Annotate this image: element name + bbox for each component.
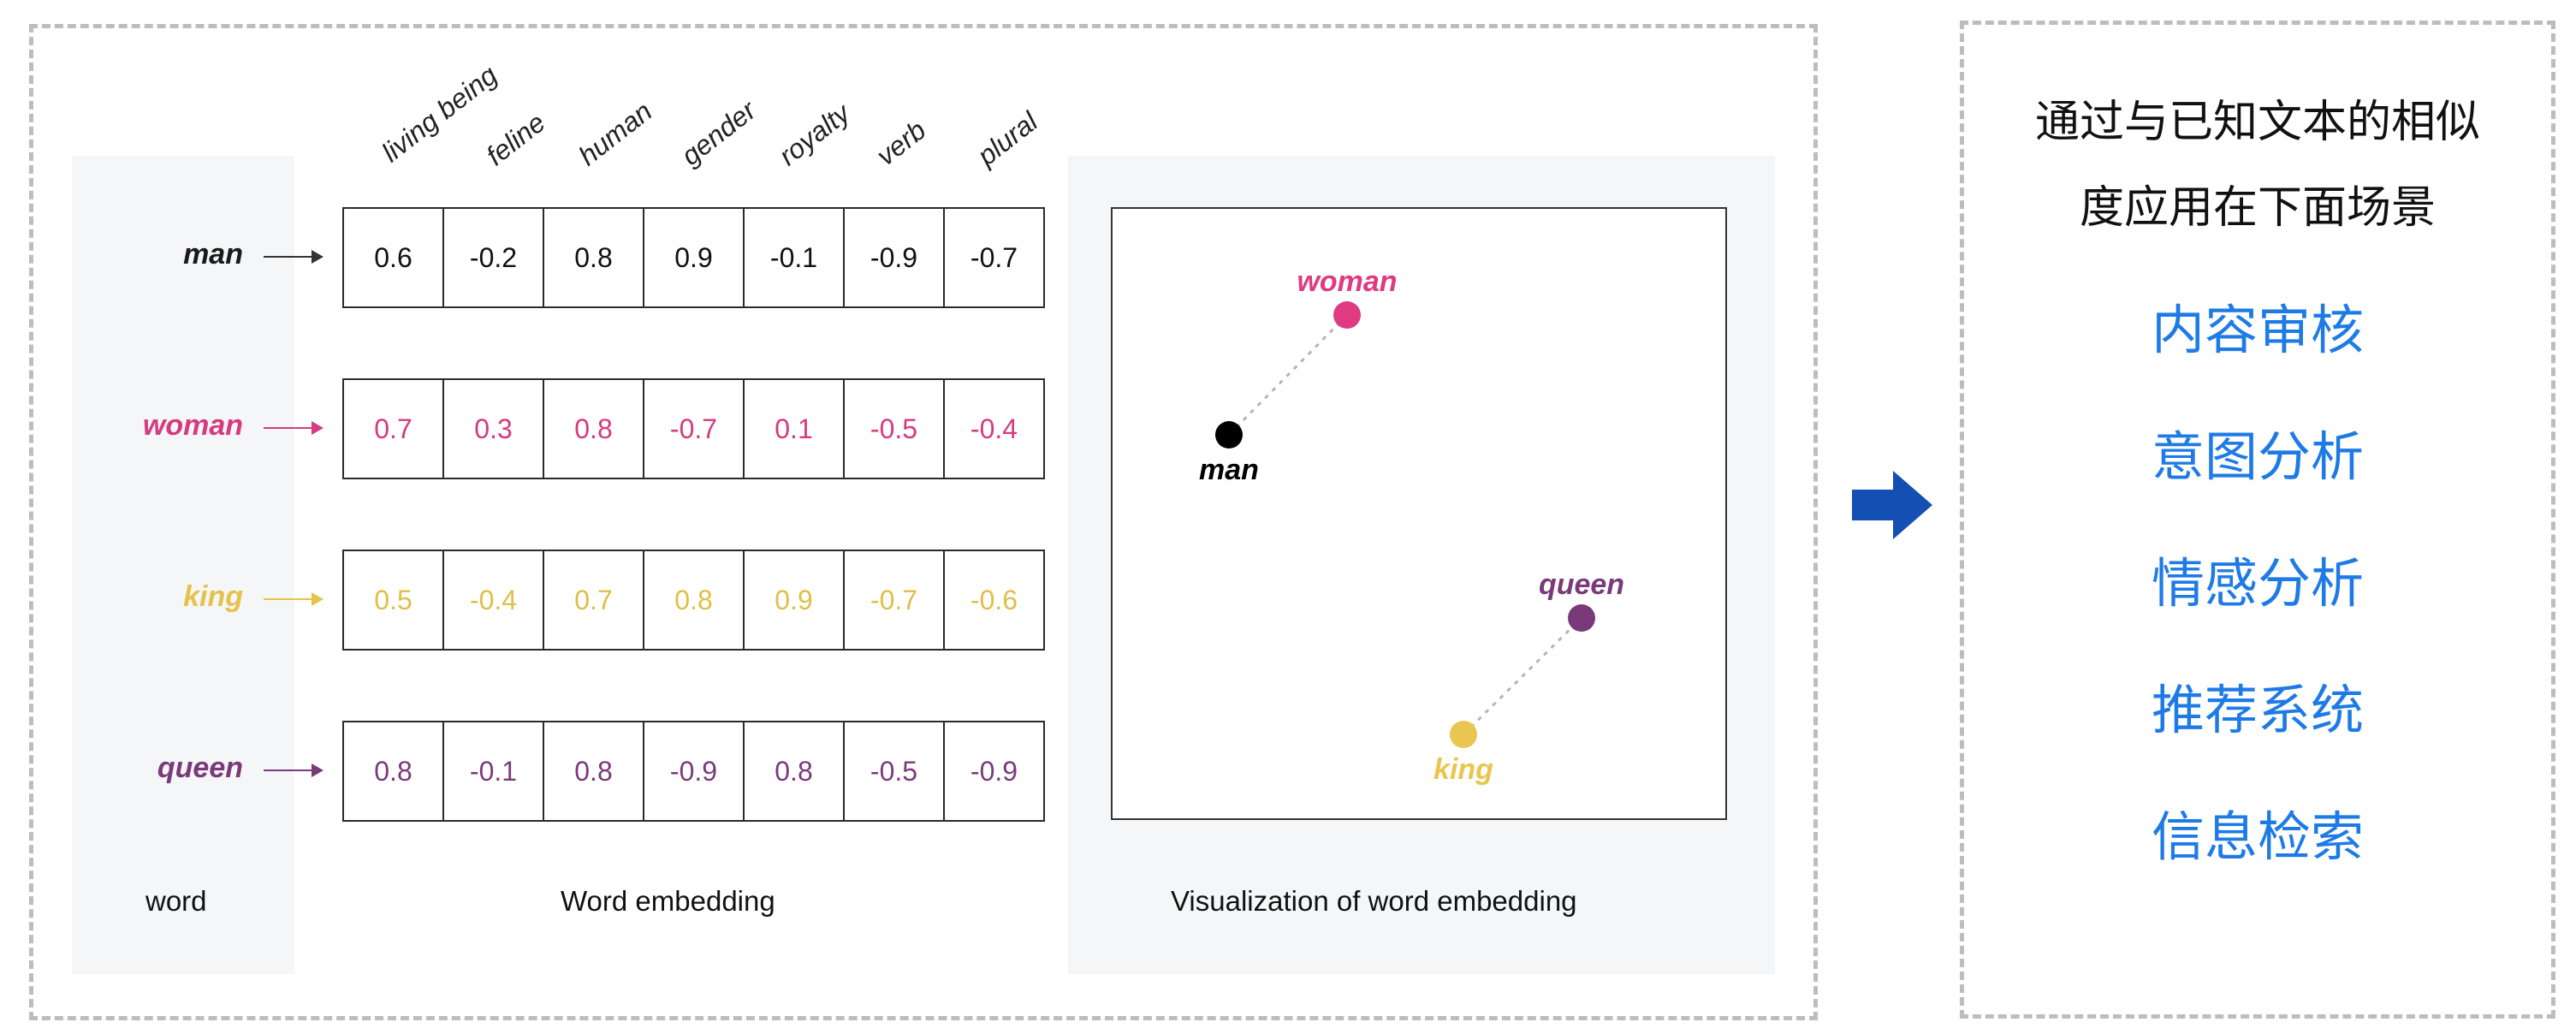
embedding-cell: -0.4 <box>442 550 544 651</box>
embedding-cell: -0.7 <box>643 378 745 479</box>
embedding-cell: -0.7 <box>943 207 1045 308</box>
application-item: 内容审核 <box>2151 301 2364 360</box>
embedding-cell: 0.8 <box>743 721 845 822</box>
embedding-plot-svg: woman man queen king <box>1199 265 1624 786</box>
embedding-caption: Word embedding <box>561 885 775 917</box>
embedding-cell: 0.3 <box>442 378 544 479</box>
row-word-label: queen <box>157 752 243 784</box>
plot-connector <box>1227 313 1349 437</box>
plot-point-label: woman <box>1297 265 1397 298</box>
embedding-cell: 0.7 <box>543 550 644 651</box>
embedding-cell: -0.6 <box>943 550 1045 651</box>
embedding-plot: woman man queen king <box>1111 207 1727 820</box>
embedding-cell: -0.5 <box>843 378 945 479</box>
embedding-cell: 0.8 <box>342 721 444 822</box>
row-arrow <box>264 764 323 777</box>
embedding-cell: -0.5 <box>843 721 945 822</box>
application-item: 意图分析 <box>2151 428 2364 487</box>
embedding-vector: 0.5 -0.4 0.7 0.8 0.9 -0.7 -0.6 <box>342 550 1045 651</box>
embedding-cell: -0.1 <box>743 207 845 308</box>
embedding-vector: 0.6 -0.2 0.8 0.9 -0.1 -0.9 -0.7 <box>342 207 1045 308</box>
applications-title-line2: 度应用在下面场景 <box>2079 183 2436 233</box>
plot-point-label: king <box>1433 753 1493 786</box>
row-word-label: king <box>183 580 243 613</box>
embedding-cell: 0.8 <box>643 550 745 651</box>
embedding-cell: 0.8 <box>543 721 644 822</box>
plot-point <box>1568 604 1595 632</box>
embedding-cell: -0.2 <box>442 207 544 308</box>
embedding-cell: 0.8 <box>543 207 644 308</box>
embedding-cell: 0.1 <box>743 378 845 479</box>
embedding-vector: 0.8 -0.1 0.8 -0.9 0.8 -0.5 -0.9 <box>342 721 1045 822</box>
application-item: 情感分析 <box>2151 555 2364 614</box>
row-word-label: woman <box>142 409 243 442</box>
application-item: 信息检索 <box>2151 808 2364 867</box>
applications-frame <box>1960 21 2555 1019</box>
embedding-cell: -0.7 <box>843 550 945 651</box>
row-arrow <box>264 592 323 606</box>
row-word-label: man <box>183 238 243 270</box>
plot-point <box>1333 301 1361 329</box>
word-caption: word <box>145 885 207 917</box>
embedding-vector: 0.7 0.3 0.8 -0.7 0.1 -0.5 -0.4 <box>342 378 1045 479</box>
row-arrow <box>264 250 323 264</box>
plot-point-label: man <box>1199 454 1259 486</box>
visualization-caption: Visualization of word embedding <box>1171 885 1577 917</box>
plot-point-label: queen <box>1539 568 1624 601</box>
plot-point <box>1450 721 1477 748</box>
plot-point <box>1215 421 1243 449</box>
application-item: 推荐系统 <box>2151 681 2364 740</box>
embedding-cell: 0.5 <box>342 550 444 651</box>
embedding-cell: 0.7 <box>342 378 444 479</box>
plot-connector <box>1462 616 1583 736</box>
right-arrow-icon <box>1852 471 1932 539</box>
embedding-cell: 0.6 <box>342 207 444 308</box>
embedding-cell: 0.9 <box>743 550 845 651</box>
embedding-cell: 0.8 <box>543 378 644 479</box>
word-column-panel <box>72 156 294 974</box>
embedding-cell: -0.4 <box>943 378 1045 479</box>
embedding-cell: -0.9 <box>843 207 945 308</box>
row-arrow <box>264 421 323 435</box>
applications-title-line1: 通过与已知文本的相似 <box>2034 98 2480 147</box>
embedding-cell: 0.9 <box>643 207 745 308</box>
embedding-cell: -0.9 <box>943 721 1045 822</box>
embedding-cell: -0.1 <box>442 721 544 822</box>
embedding-cell: -0.9 <box>643 721 745 822</box>
embedding-diagram-frame <box>29 24 1818 1020</box>
